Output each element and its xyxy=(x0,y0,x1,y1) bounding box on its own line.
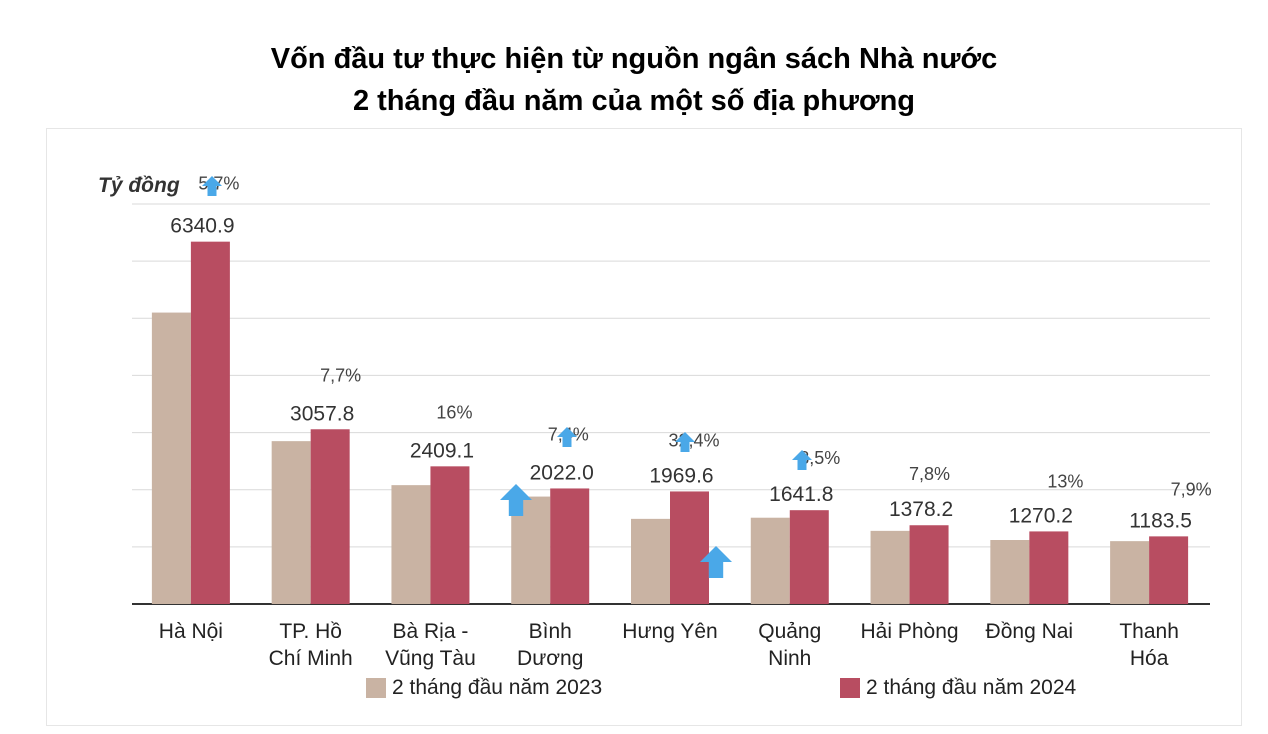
chart-panel xyxy=(46,128,1242,726)
category-label: Đồng Nai xyxy=(986,620,1074,643)
y-axis-label: Tỷ đồng xyxy=(98,174,180,197)
chart-title-line-1: Vốn đầu tư thực hiện từ nguồn ngân sách … xyxy=(270,43,998,75)
bar-2023 xyxy=(870,530,910,604)
category-label: Bình xyxy=(529,620,572,643)
bar-2023 xyxy=(391,485,431,604)
bar-2023 xyxy=(631,518,670,604)
data-label: 1641.8 xyxy=(769,483,833,506)
category-label: Hà Nội xyxy=(159,620,223,643)
data-label: 1183.5 xyxy=(1129,509,1192,532)
bar-2023 xyxy=(1110,541,1150,604)
growth-arrow-icon xyxy=(557,427,577,447)
legend-swatch-2024 xyxy=(840,678,860,698)
data-label: 2409.1 xyxy=(410,439,474,462)
bar-2024 xyxy=(190,241,230,605)
legend-item-2024: 2 tháng đầu năm 2024 xyxy=(840,676,1076,700)
bar-2024 xyxy=(430,466,470,604)
category-label: Bà Rịa - xyxy=(393,620,469,643)
chart-title-line-2: 2 tháng đầu năm của một số địa phương xyxy=(352,85,916,117)
bar-2024 xyxy=(1029,531,1069,604)
legend-label-2023: 2 tháng đầu năm 2023 xyxy=(392,676,603,699)
bar-2024 xyxy=(909,525,949,604)
legend-item-2023: 2 tháng đầu năm 2023 xyxy=(366,676,602,700)
bar-2023 xyxy=(151,312,191,604)
category-label: Hưng Yên xyxy=(622,620,717,643)
growth-arrow-icon xyxy=(675,432,695,452)
growth-label: 16% xyxy=(436,402,472,422)
growth-label: 13% xyxy=(1047,471,1083,491)
category-label: Thanh xyxy=(1119,620,1179,643)
bar-2024 xyxy=(310,429,350,604)
growth-arrow-icon xyxy=(792,450,812,470)
legend-label-2024: 2 tháng đầu năm 2024 xyxy=(866,676,1077,699)
bar-2023 xyxy=(990,540,1030,604)
category-label: Ninh xyxy=(768,647,811,670)
bar-2024 xyxy=(789,510,829,604)
category-label: Quảng xyxy=(758,620,821,643)
growth-label: 7,7% xyxy=(320,365,361,385)
growth-arrow-icon xyxy=(202,176,222,196)
bar-2024 xyxy=(670,491,709,604)
growth-arrow-icon xyxy=(700,546,732,578)
growth-label: 8,5% xyxy=(799,448,840,468)
growth-label: 32,4% xyxy=(668,430,719,450)
growth-label: 7,9% xyxy=(1171,479,1212,499)
growth-label: 7,8% xyxy=(909,464,950,484)
data-label: 3057.8 xyxy=(290,402,354,425)
bar-2023 xyxy=(750,517,790,604)
category-label: Hóa xyxy=(1130,647,1169,670)
data-label: 1378.2 xyxy=(889,498,953,521)
chart-title: Vốn đầu tư thực hiện từ nguồn ngân sách … xyxy=(0,38,1268,122)
data-label: 1270.2 xyxy=(1009,504,1073,527)
data-label: 1969.6 xyxy=(649,464,713,487)
legend-swatch-2023 xyxy=(366,678,386,698)
category-label: Vũng Tàu xyxy=(385,647,476,670)
bar-2024 xyxy=(1149,536,1189,604)
data-label: 2022.0 xyxy=(530,461,594,484)
category-label: TP. Hồ xyxy=(279,620,342,643)
growth-arrow-icon xyxy=(500,484,532,516)
category-label: Chí Minh xyxy=(269,647,353,670)
bar-2024 xyxy=(550,488,590,604)
data-label: 6340.9 xyxy=(170,215,234,238)
category-label: Hải Phòng xyxy=(861,620,959,643)
category-label: Dương xyxy=(517,647,583,670)
bar-2023 xyxy=(271,441,311,604)
